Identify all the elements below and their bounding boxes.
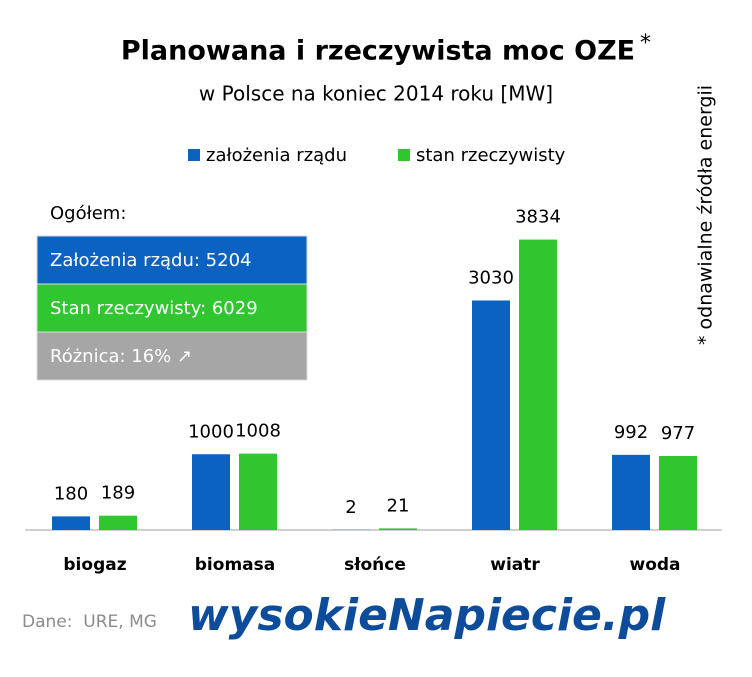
value-label: 977 [661,423,695,444]
bar [379,528,417,530]
bar [192,454,230,530]
x-tick-label: wiatr [490,555,540,575]
x-tick-label: biomasa [195,555,275,575]
value-label: 3030 [468,267,514,288]
value-label: 189 [101,483,135,504]
x-tick-label: biogaz [63,555,126,575]
legend-label: założenia rządu [206,145,347,166]
source: Dane: URE, MG [22,612,157,632]
bar [52,516,90,530]
footnote: * odnawialne źródła energii [695,85,717,345]
bar [239,454,277,530]
logo: wysokieNapiecie.pl [188,590,666,641]
chart-title: Planowana i rzeczywista moc OZE [121,36,635,67]
value-label: 2 [345,497,356,518]
title-mark: * [640,31,651,56]
x-tick-label: słońce [344,555,406,575]
value-label: 21 [387,495,410,516]
chart-subtitle: w Polsce na koniec 2014 roku [MW] [199,82,553,106]
value-label: 1000 [188,421,234,442]
legend-label: stan rzeczywisty [416,145,566,166]
summary-text: Stan rzeczywisty: 6029 [50,298,258,319]
summary-text: Różnica: 16% ↗ [50,346,192,367]
summary-heading: Ogółem: [50,203,126,224]
value-label: 3834 [515,207,561,228]
bar [659,456,697,530]
bar [519,240,557,530]
summary-text: Założenia rządu: 5204 [50,250,251,271]
value-label: 992 [614,422,648,443]
bar [612,455,650,530]
value-label: 180 [54,483,88,504]
bar [472,300,510,530]
x-tick-label: woda [629,555,680,575]
legend-swatch [398,149,410,161]
bar [99,516,137,530]
value-label: 1008 [235,421,281,442]
legend-swatch [188,149,200,161]
